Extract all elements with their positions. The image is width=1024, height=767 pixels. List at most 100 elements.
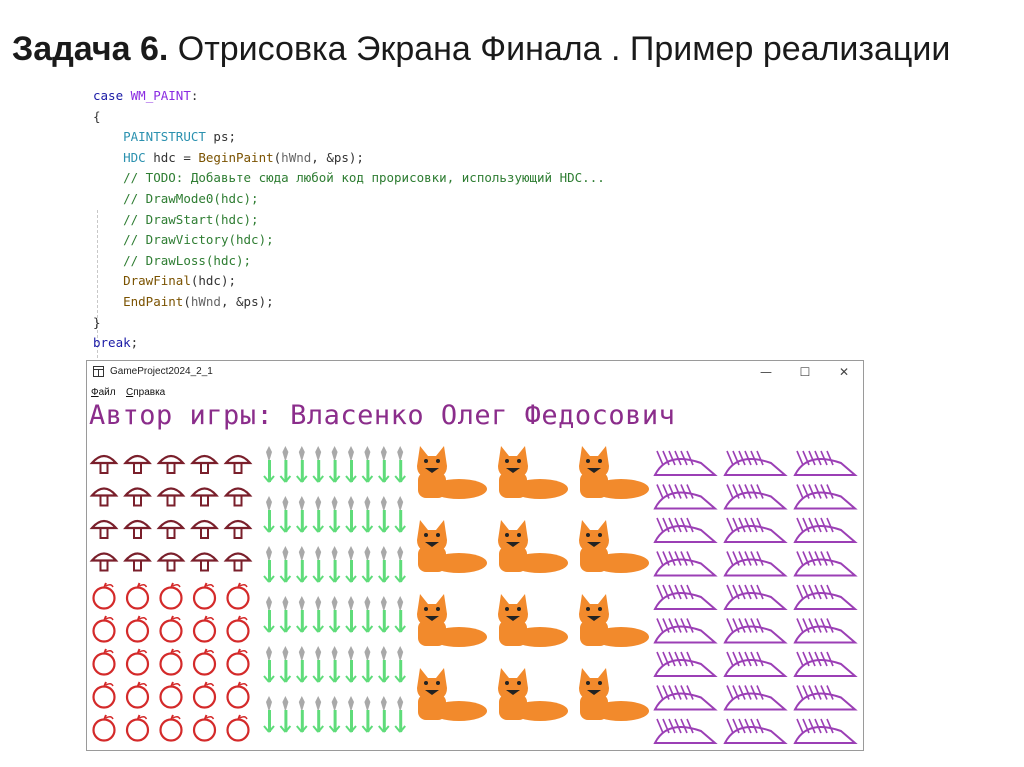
menu-file[interactable]: Файл bbox=[91, 387, 116, 398]
hedgehog-icon bbox=[653, 718, 718, 744]
hedgehog-icon bbox=[793, 551, 858, 577]
code-token: // DrawStart(hdc); bbox=[123, 211, 259, 227]
code-token: } bbox=[93, 314, 101, 330]
grass-icon bbox=[296, 696, 308, 733]
grass-icon bbox=[345, 696, 357, 733]
code-token: PAINTSTRUCT bbox=[123, 129, 206, 145]
code-token: hdc = bbox=[145, 149, 199, 165]
grass-icon bbox=[263, 546, 275, 583]
slide-title-bold: Задача 6. bbox=[12, 30, 169, 68]
hedgehog-icon bbox=[653, 618, 718, 644]
apple-icon bbox=[159, 582, 183, 610]
hedgehog-icon bbox=[723, 651, 788, 677]
code-token: ps; bbox=[205, 129, 237, 145]
grass-icon bbox=[328, 596, 341, 633]
menu-help[interactable]: Справка bbox=[126, 387, 166, 398]
mushroom-icon bbox=[156, 454, 186, 474]
grass-icon bbox=[394, 546, 406, 583]
grass-icon bbox=[328, 546, 341, 583]
grass-icon bbox=[345, 546, 357, 583]
fox-icon bbox=[498, 446, 568, 499]
close-button[interactable]: ✕ bbox=[838, 365, 850, 379]
grass-icon bbox=[345, 596, 357, 633]
hedgehog-icon bbox=[793, 685, 858, 711]
hedgehog-icon bbox=[653, 517, 718, 543]
game-window[interactable]: GameProject2024_2_1 — ☐ ✕ Файл Справка А… bbox=[86, 360, 864, 751]
mushroom-icon bbox=[223, 552, 253, 572]
grass-icon bbox=[328, 696, 341, 733]
code-token: HDC bbox=[123, 149, 146, 165]
apple-icon bbox=[192, 615, 217, 643]
apple-icon bbox=[92, 714, 116, 742]
apple-icon bbox=[192, 648, 217, 676]
window-title: GameProject2024_2_1 bbox=[110, 366, 213, 377]
maximize-button[interactable]: ☐ bbox=[799, 365, 811, 379]
code-line: break; bbox=[93, 333, 793, 354]
window-titlebar[interactable]: GameProject2024_2_1 — ☐ ✕ bbox=[87, 361, 863, 383]
apple-icon bbox=[159, 714, 183, 742]
grass-icon bbox=[296, 446, 308, 483]
hedgehog-icon bbox=[793, 450, 858, 476]
apple-icon bbox=[125, 648, 150, 676]
code-token: break bbox=[93, 335, 131, 351]
grass-icon bbox=[378, 446, 390, 483]
grass-icon bbox=[394, 596, 406, 633]
fox-icon bbox=[579, 520, 649, 573]
grass-icon bbox=[361, 596, 374, 633]
hedgehog-icon bbox=[653, 484, 718, 510]
code-token: // TODO: Добавьте сюда любой код прорисо… bbox=[123, 170, 605, 186]
hedgehog-icon bbox=[723, 685, 788, 711]
grass-icon bbox=[263, 496, 275, 533]
apple-icon bbox=[226, 582, 250, 610]
code-token: , &ps); bbox=[220, 293, 274, 309]
grass-icon bbox=[279, 696, 292, 733]
code-line: // DrawVictory(hdc); bbox=[93, 230, 793, 251]
minimize-button[interactable]: — bbox=[760, 365, 772, 379]
grass-icon bbox=[378, 596, 390, 633]
grass-icon bbox=[394, 646, 406, 683]
apple-icon bbox=[159, 681, 183, 709]
grass-icon bbox=[361, 546, 374, 583]
grass-icon bbox=[328, 446, 341, 483]
apple-icon bbox=[92, 648, 116, 676]
fox-icon bbox=[498, 520, 568, 573]
mushroom-icon bbox=[223, 487, 253, 507]
fox-icon bbox=[579, 668, 649, 721]
hedgehog-icon bbox=[723, 450, 788, 476]
code-token: DrawFinal bbox=[123, 273, 191, 289]
grass-icon bbox=[361, 646, 374, 683]
fox-icon bbox=[417, 446, 487, 499]
apple-icon bbox=[125, 582, 150, 610]
hedgehog-icon bbox=[793, 584, 858, 610]
apple-icon bbox=[192, 582, 217, 610]
code-token: // DrawLoss(hdc); bbox=[123, 252, 252, 268]
code-token bbox=[93, 232, 123, 247]
apple-icon bbox=[226, 648, 250, 676]
code-line: HDC hdc = BeginPaint(hWnd, &ps); bbox=[93, 148, 793, 169]
code-token: { bbox=[93, 108, 101, 124]
mushroom-icon bbox=[123, 454, 152, 474]
grass-icon bbox=[279, 446, 292, 483]
hedgehog-icon bbox=[793, 517, 858, 543]
mushroom-icon bbox=[190, 454, 219, 474]
fox-icon bbox=[417, 520, 487, 573]
apple-icon bbox=[226, 714, 250, 742]
mushroom-icon bbox=[89, 487, 119, 507]
app-icon bbox=[93, 366, 104, 377]
code-token bbox=[93, 129, 123, 144]
mushroom-icon bbox=[89, 552, 119, 572]
mushroom-icon bbox=[223, 454, 253, 474]
code-token: ( bbox=[183, 293, 191, 309]
apple-icon bbox=[92, 681, 116, 709]
code-token bbox=[93, 150, 123, 165]
code-line: // DrawMode0(hdc); bbox=[93, 189, 793, 210]
hedgehog-icon bbox=[723, 484, 788, 510]
author-caption: Автор игры: Власенко Олег Федосович bbox=[89, 400, 676, 431]
grass-icon bbox=[312, 446, 324, 483]
grass-icon bbox=[296, 646, 308, 683]
grass-icon bbox=[312, 596, 324, 633]
code-line: EndPaint(hWnd, &ps); bbox=[93, 292, 793, 313]
mushroom-icon bbox=[123, 552, 152, 572]
indent-guide bbox=[97, 210, 98, 398]
apple-icon bbox=[192, 714, 217, 742]
